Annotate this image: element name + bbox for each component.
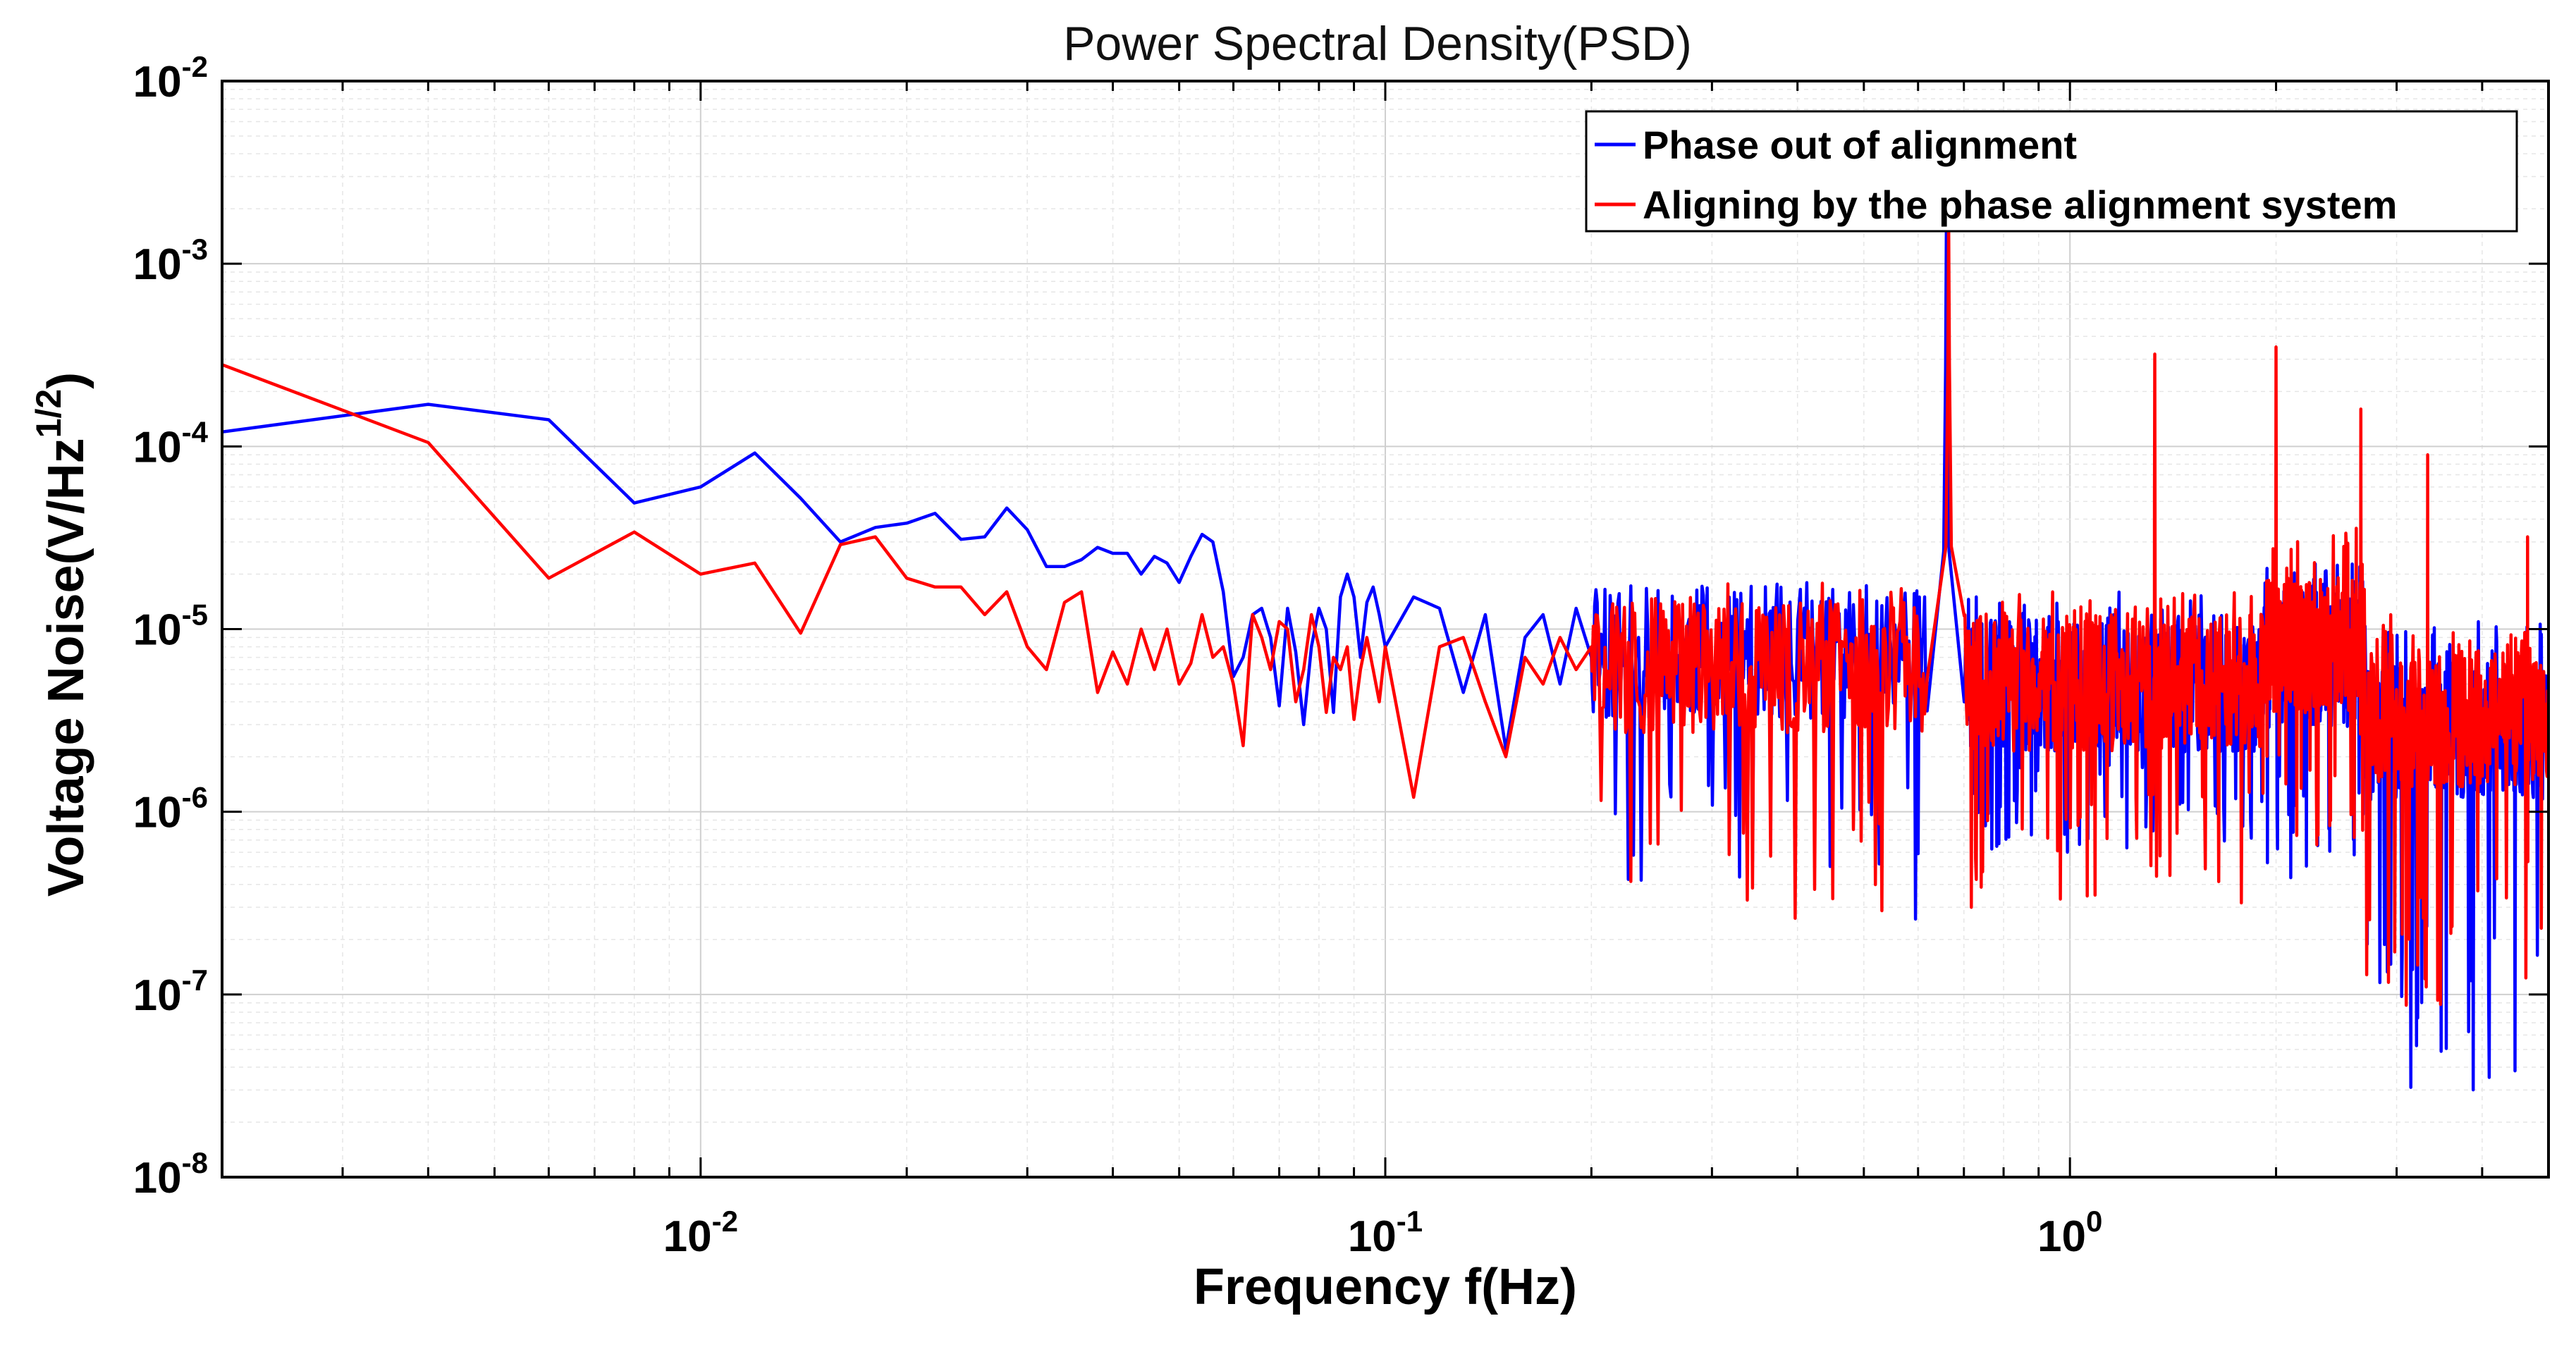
legend: Phase out of alignment Aligning by the p…	[1585, 110, 2518, 233]
y-tick-label-exp: -5	[182, 598, 208, 632]
y-tick-label-base: 10	[133, 58, 182, 106]
tick-marks	[221, 80, 2550, 1179]
y-axis-label-main: Voltage Noise(V/Hz	[38, 438, 94, 897]
y-tick-label-exp: -7	[182, 964, 208, 997]
y-tick-label: 10-5	[133, 598, 208, 655]
x-tick-labels: 10-2 10-1 100	[663, 1205, 2103, 1261]
x-tick-label-exp: -2	[712, 1205, 738, 1238]
y-tick-label: 10-8	[133, 1146, 208, 1203]
y-tick-label-base: 10	[133, 971, 182, 1020]
y-tick-labels: 10-810-710-610-510-410-310-2	[133, 50, 209, 1203]
y-tick-label-exp: -3	[182, 233, 208, 266]
x-tick-label-base: 10	[1348, 1212, 1397, 1261]
y-axis-label-close: )	[38, 372, 94, 389]
y-tick-label-base: 10	[133, 240, 182, 289]
y-tick-label-base: 10	[133, 1154, 182, 1203]
y-tick-label: 10-7	[133, 964, 208, 1020]
x-tick-label: 100	[2037, 1205, 2102, 1261]
legend-box	[1585, 110, 2518, 233]
x-tick-label-exp: 0	[2086, 1205, 2102, 1238]
y-tick-label-base: 10	[133, 606, 182, 655]
y-tick-label: 10-6	[133, 781, 208, 837]
x-tick-label-base: 10	[2037, 1212, 2086, 1261]
y-tick-label-exp: -6	[182, 781, 208, 814]
x-tick-label: 10-1	[1348, 1205, 1423, 1261]
y-axis-label-superscript: 1/2	[29, 389, 68, 438]
series-layer	[222, 220, 2549, 1092]
y-tick-label-exp: -4	[182, 415, 209, 448]
y-tick-label: 10-2	[133, 50, 208, 106]
x-tick-label: 10-2	[663, 1205, 738, 1261]
chart-title: Power Spectral Density(PSD)	[1063, 17, 1692, 70]
x-tick-label-exp: -1	[1397, 1205, 1423, 1238]
legend-label-aligning: Aligning by the phase alignment system	[1643, 183, 2397, 227]
y-tick-label: 10-4	[133, 415, 209, 472]
y-tick-label-base: 10	[133, 789, 182, 837]
y-tick-label: 10-3	[133, 233, 208, 289]
x-axis-label: Frequency f(Hz)	[1194, 1259, 1577, 1315]
y-tick-label-base: 10	[133, 423, 182, 472]
y-axis-label: Voltage Noise(V/Hz1/2)	[29, 372, 94, 897]
y-tick-label-exp: -8	[182, 1146, 208, 1179]
legend-label-phase-out: Phase out of alignment	[1643, 123, 2077, 167]
y-tick-label-exp: -2	[182, 50, 208, 83]
x-tick-label-base: 10	[663, 1212, 712, 1261]
series-line-aligning	[222, 220, 2549, 1007]
